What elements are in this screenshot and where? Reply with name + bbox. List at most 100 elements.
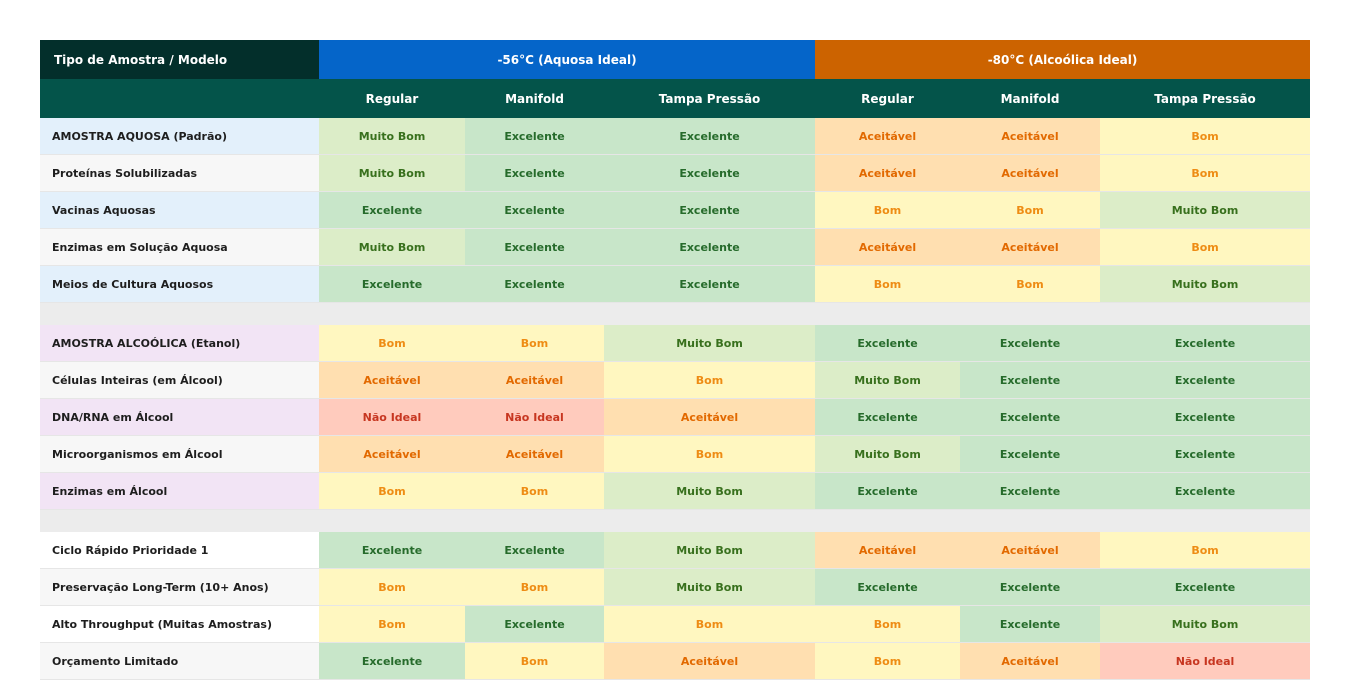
rating-cell: Aceitável	[465, 361, 604, 399]
rating-cell: Bom	[960, 265, 1100, 303]
row-label: Preservação Long-Term (10+ Anos)	[40, 568, 319, 606]
rating-cell: Bom	[1100, 118, 1311, 155]
rating-cell: Muito Bom	[319, 118, 465, 155]
rating-cell: Excelente	[319, 265, 465, 303]
rating-cell: Bom	[1100, 154, 1311, 192]
col-header-manifold: Manifold	[960, 79, 1100, 118]
rating-cell: Excelente	[960, 361, 1100, 399]
row-label: DNA/RNA em Álcool	[40, 398, 319, 436]
table-row: Enzimas em Álcool Bom Bom Muito Bom Excelent…	[40, 472, 1311, 510]
col-header-manifold: Manifold	[465, 79, 604, 118]
rating-cell: Excelente	[1100, 325, 1311, 362]
rating-cell: Não Ideal	[319, 398, 465, 436]
rating-cell: Aceitável	[960, 154, 1100, 192]
row-label: Proteínas Solubilizadas	[40, 154, 319, 192]
table-row: Vacinas Aquosas Excelente Excelente Excelen…	[40, 191, 1311, 229]
table-row: Alto Throughput (Muitas Amostras) Bom Exce…	[40, 605, 1311, 643]
row-label: Alto Throughput (Muitas Amostras)	[40, 605, 319, 643]
rating-cell: Muito Bom	[1100, 605, 1311, 643]
rating-cell: Excelente	[960, 605, 1100, 643]
rating-cell: Excelente	[1100, 398, 1311, 436]
rating-cell: Aceitável	[960, 118, 1100, 155]
corner-header-blank	[40, 79, 319, 118]
rating-cell: Bom	[1100, 532, 1311, 569]
rating-cell: Excelente	[319, 191, 465, 229]
row-label: Microorganismos em Álcool	[40, 435, 319, 473]
row-label: AMOSTRA AQUOSA (Padrão)	[40, 118, 319, 155]
comparison-table-container: Tipo de Amostra / Modelo -56°C (Aquosa I…	[40, 40, 1311, 680]
rating-cell: Aceitável	[319, 435, 465, 473]
row-label: AMOSTRA ALCOÓLICA (Etanol)	[40, 325, 319, 362]
rating-cell: Bom	[465, 642, 604, 680]
rating-cell: Excelente	[815, 472, 960, 510]
rating-cell: Bom	[1100, 228, 1311, 266]
rating-cell: Bom	[815, 265, 960, 303]
row-label: Células Inteiras (em Álcool)	[40, 361, 319, 399]
table-row: AMOSTRA ALCOÓLICA (Etanol) Bom Bom Muito Bo…	[40, 325, 1311, 362]
rating-cell: Bom	[319, 472, 465, 510]
table-row: Preservação Long-Term (10+ Anos) Bom Bom Mu…	[40, 568, 1311, 606]
rating-cell: Excelente	[604, 265, 815, 303]
rating-cell: Excelente	[465, 265, 604, 303]
rating-cell: Aceitável	[960, 642, 1100, 680]
section-separator	[40, 509, 1311, 532]
rating-cell: Aceitável	[815, 532, 960, 569]
table-row: Meios de Cultura Aquosos Excelente Excelen…	[40, 265, 1311, 303]
table-row: Microorganismos em Álcool Aceitável Aceitá…	[40, 435, 1311, 473]
rating-cell: Não Ideal	[465, 398, 604, 436]
rating-cell: Excelente	[1100, 361, 1311, 399]
section-separator-cell	[40, 509, 1311, 532]
table-header: Tipo de Amostra / Modelo -56°C (Aquosa I…	[40, 40, 1311, 118]
row-label: Enzimas em Solução Aquosa	[40, 228, 319, 266]
rating-cell: Aceitável	[815, 154, 960, 192]
rating-cell: Muito Bom	[319, 154, 465, 192]
rating-cell: Aceitável	[960, 228, 1100, 266]
rating-cell: Excelente	[1100, 472, 1311, 510]
col-header-regular: Regular	[815, 79, 960, 118]
rating-cell: Excelente	[815, 325, 960, 362]
rating-cell: Bom	[815, 605, 960, 643]
rating-cell: Não Ideal	[1100, 642, 1311, 680]
rating-cell: Aceitável	[604, 398, 815, 436]
rating-cell: Aceitável	[960, 532, 1100, 569]
group-header-minus80: -80°C (Alcoólica Ideal)	[815, 40, 1311, 79]
rating-cell: Bom	[465, 472, 604, 510]
rating-cell: Excelente	[465, 605, 604, 643]
rating-cell: Muito Bom	[604, 325, 815, 362]
rating-cell: Excelente	[1100, 435, 1311, 473]
rating-cell: Excelente	[465, 118, 604, 155]
col-header-tampa-pressao: Tampa Pressão	[1100, 79, 1311, 118]
comparison-table: Tipo de Amostra / Modelo -56°C (Aquosa I…	[40, 40, 1311, 680]
table-row: Enzimas em Solução Aquosa Muito Bom Excele…	[40, 228, 1311, 266]
rating-cell: Muito Bom	[604, 568, 815, 606]
rating-cell: Aceitável	[465, 435, 604, 473]
rating-cell: Aceitável	[604, 642, 815, 680]
rating-cell: Excelente	[960, 398, 1100, 436]
rating-cell: Aceitável	[815, 228, 960, 266]
table-row: AMOSTRA AQUOSA (Padrão) Muito Bom Excelent…	[40, 118, 1311, 155]
rating-cell: Bom	[815, 191, 960, 229]
table-row: Proteínas Solubilizadas Muito Bom Excelent…	[40, 154, 1311, 192]
section-separator	[40, 302, 1311, 325]
rating-cell: Bom	[604, 435, 815, 473]
rating-cell: Excelente	[815, 398, 960, 436]
rating-cell: Bom	[465, 568, 604, 606]
rating-cell: Bom	[319, 605, 465, 643]
rating-cell: Bom	[604, 361, 815, 399]
rating-cell: Excelente	[319, 532, 465, 569]
group-header-minus56: -56°C (Aquosa Ideal)	[319, 40, 815, 79]
header-subcolumn-row: Regular Manifold Tampa Pressão Regular M…	[40, 79, 1311, 118]
rating-cell: Muito Bom	[1100, 265, 1311, 303]
rating-cell: Aceitável	[319, 361, 465, 399]
col-header-regular: Regular	[319, 79, 465, 118]
rating-cell: Excelente	[960, 435, 1100, 473]
section-separator-cell	[40, 302, 1311, 325]
rating-cell: Excelente	[604, 191, 815, 229]
rating-cell: Excelente	[465, 154, 604, 192]
rating-cell: Excelente	[319, 642, 465, 680]
rating-cell: Bom	[319, 568, 465, 606]
table-body: AMOSTRA AQUOSA (Padrão) Muito Bom Excelent…	[40, 118, 1311, 680]
rating-cell: Muito Bom	[319, 228, 465, 266]
rating-cell: Muito Bom	[815, 435, 960, 473]
rating-cell: Excelente	[815, 568, 960, 606]
